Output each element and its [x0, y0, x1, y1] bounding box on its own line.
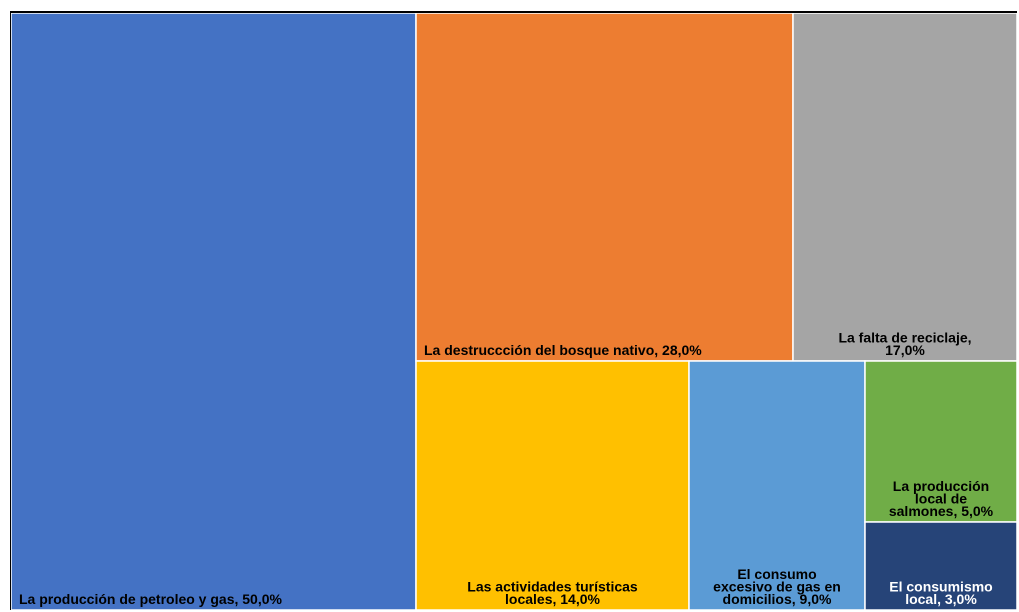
treemap-tile-label: La producción de petroleo y gas, 50,0%	[19, 591, 283, 607]
treemap-tile-rect	[415, 13, 794, 362]
treemap-tile-label: El consumo excesivo de gas en domicilios, …	[713, 566, 841, 607]
treemap-tile-rect	[415, 360, 690, 610]
treemap-tile-label: La producción local de salmones, 5,0%	[889, 478, 994, 519]
treemap-tile-label: Las actividades turísticas locales, 14,0%	[467, 579, 638, 608]
treemap-chart: La producción de petroleo y gas, 50,0% La…	[11, 13, 1017, 610]
treemap-tile: La destruccción del bosque nativo, 28,0%	[415, 13, 794, 362]
treemap-tile: La falta de reciclaje, 17,0%	[792, 13, 1017, 362]
treemap-tile: Las actividades turísticas locales, 14,0%	[415, 360, 690, 610]
treemap-tile-label: La falta de reciclaje, 17,0%	[838, 330, 971, 359]
treemap-tile: La producción de petroleo y gas, 50,0%	[11, 13, 417, 610]
chart-frame: La producción de petroleo y gas, 50,0% La…	[10, 11, 1017, 610]
treemap-tile-rect	[864, 360, 1017, 523]
treemap-tile-label: El consumismo local, 3,0%	[889, 579, 992, 608]
treemap-tile-rect	[792, 13, 1017, 362]
treemap-tile: El consumismo local, 3,0%	[864, 521, 1017, 610]
treemap-tile-label: La destruccción del bosque nativo, 28,0%	[424, 342, 702, 358]
treemap-tile: El consumo excesivo de gas en domicilios, …	[688, 360, 866, 610]
treemap-tile-rect	[11, 13, 417, 610]
treemap-tile: La producción local de salmones, 5,0%	[864, 360, 1017, 523]
treemap-tile-rect	[864, 521, 1017, 610]
